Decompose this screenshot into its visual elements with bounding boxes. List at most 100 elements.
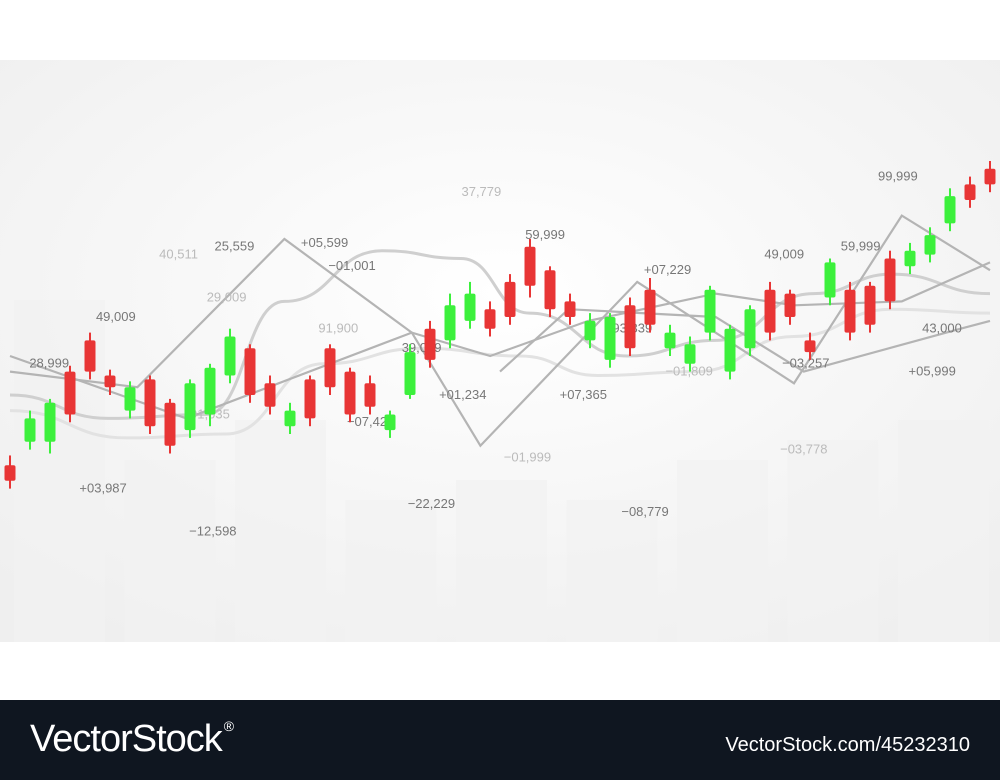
background-bar [235,420,326,642]
candle-body [884,258,896,302]
value-label: 99,999 [878,169,918,184]
candle-body [404,352,416,395]
candle-down [984,161,996,193]
candle-down [884,250,896,310]
candle-up [944,188,956,232]
candle-body [504,281,516,317]
candle-body [364,383,376,407]
candle-body [744,309,756,349]
candle-body [844,289,856,333]
candle-body [964,184,976,200]
candle-body [544,270,556,310]
candle-down [564,293,576,325]
candle-up [384,410,396,438]
candle-up [224,328,236,384]
registered-mark: ® [223,718,234,734]
candle-down [164,398,176,454]
value-label: −22,229 [408,496,455,511]
candle-body [824,262,836,298]
value-label: 28,999 [29,356,69,371]
candle-body [464,293,476,321]
candle-up [724,324,736,380]
candle-body [144,379,156,427]
candle-body [64,371,76,415]
candle-body [204,367,216,415]
candle-body [604,317,616,360]
candle-body [444,305,456,341]
candlestick-chart: 28,999 49,009 40,511 25,559 29,009 +05,599 −01… [0,60,1000,642]
value-label: 59,999 [525,227,565,242]
background-bar [787,440,879,642]
candle-down [304,375,316,427]
value-label: −03,778 [780,442,827,457]
candle-body [264,383,276,407]
candle-down [804,332,816,360]
annotation-labels: 28,999 49,009 40,511 25,559 29,009 +05,599 −01… [29,169,962,539]
value-label: 25,559 [215,239,255,254]
chart-canvas: 28,999 49,009 40,511 25,559 29,009 +05,599 −01… [0,60,1000,642]
candle-body [224,336,236,376]
candle-body [284,410,296,427]
candle-down [144,375,156,434]
value-label: +01,234 [439,387,486,402]
candle-body [344,371,356,415]
candle-up [124,381,136,419]
background-bar [566,500,658,642]
background-bar [677,460,768,642]
candle-body [584,320,596,341]
value-label: −03,257 [782,356,829,371]
candle-body [984,168,996,185]
candle-body [384,414,396,431]
candle-down [244,344,256,403]
candle-down [544,266,556,317]
value-label: 37,779 [461,184,501,199]
candle-up [824,258,836,306]
trend-line [9,214,991,448]
candle-down [784,289,796,325]
candle-body [304,379,316,419]
candle-up [204,363,216,427]
candle-body [924,235,936,255]
value-label: 49,009 [96,309,136,324]
background-bar [345,500,437,642]
candle-up [24,410,36,450]
value-label: +03,987 [79,481,126,496]
candle-down [624,297,636,356]
candles [4,161,996,489]
watermark-url: VectorStock.com/45232310 [725,734,970,756]
watermark-bar: VectorStock ® VectorStock.com/45232310 [0,700,1000,780]
candle-down [424,320,436,368]
candle-body [624,305,636,349]
candle-down [104,369,116,395]
candle-body [664,332,676,349]
candle-up [684,336,696,372]
candle-down [644,278,656,333]
value-label: 43,000 [922,321,962,336]
candle-up [904,242,916,275]
candle-body [244,348,256,395]
candle-up [744,305,756,356]
candle-body [804,340,816,353]
candle-up [584,313,596,349]
candle-down [344,367,356,423]
value-label: +05,599 [301,235,348,250]
candle-up [44,398,56,454]
candle-body [684,344,696,364]
candle-down [504,274,516,325]
candle-up [664,324,676,356]
candle-body [124,387,136,411]
trend-line [499,308,991,373]
candle-body [24,418,36,442]
watermark-logo-text: VectorStock [30,718,223,760]
candle-body [44,402,56,442]
value-label: +07,229 [644,262,691,277]
value-label: −07,420 [347,414,394,429]
value-label: −08,779 [621,504,668,519]
candle-body [724,328,736,372]
candle-body [784,293,796,317]
candle-up [284,402,296,434]
candle-body [524,246,536,286]
candle-body [184,383,196,431]
candle-down [364,375,376,415]
candle-down [84,332,96,380]
